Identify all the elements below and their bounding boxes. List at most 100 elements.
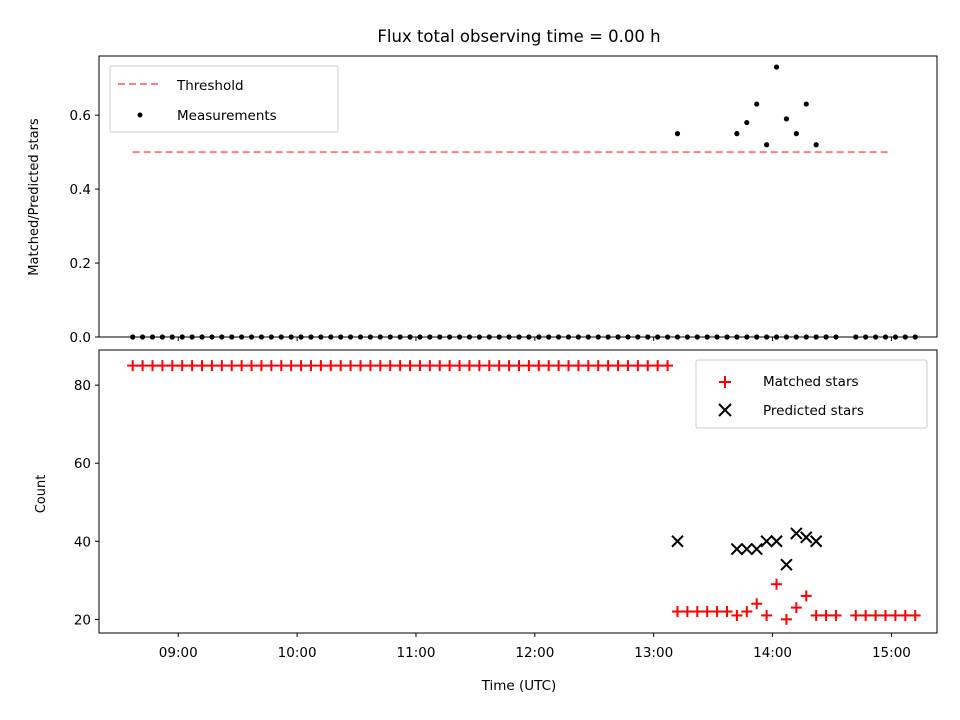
matched-star-point (751, 598, 763, 610)
bottom-legend: Matched stars Predicted stars (695, 359, 928, 429)
matched-star-point (870, 609, 882, 621)
measurement-point (734, 131, 740, 137)
matched-star-point (889, 609, 901, 621)
matched-star-point (790, 602, 802, 614)
bottom-y-axis: 20 40 60 80 (74, 378, 99, 628)
matched-star-point (731, 609, 743, 621)
predicted-star-point (730, 542, 744, 556)
bottom-xtick-label: 11:00 (397, 645, 436, 661)
measurement-point (764, 142, 770, 148)
matched-star-point (315, 360, 327, 372)
matched-star-point (602, 360, 614, 372)
bottom-xtick-label: 10:00 (278, 645, 317, 661)
predicted-star-point (790, 527, 803, 540)
matched-star-point (513, 360, 525, 372)
matched-star-point (563, 360, 575, 372)
matched-star-point (345, 360, 357, 372)
bottom-xtick-label: 12:00 (515, 645, 554, 661)
predicted-legend-swatch (718, 403, 732, 417)
matched-star-point (414, 360, 426, 372)
matched-star-point (127, 360, 139, 372)
matched-star-point (236, 360, 248, 372)
bottom-axes-frame (98, 349, 938, 634)
matched-star-point (325, 360, 337, 372)
top-y-axis: 0.0 0.2 0.4 0.6 (70, 108, 99, 346)
matched-star-point (305, 360, 317, 372)
matched-legend-swatch (719, 376, 731, 388)
matched-star-point (820, 609, 832, 621)
matched-star-point (255, 360, 267, 372)
matched-star-point (394, 360, 406, 372)
matched-star-point (186, 360, 198, 372)
matched-star-point (553, 360, 565, 372)
bottom-legend-box (695, 359, 928, 429)
measurement-point (674, 131, 681, 137)
bottom-ytick-label: 80 (74, 378, 91, 394)
matched-star-point (830, 609, 842, 621)
measurement-point (793, 131, 799, 137)
matched-star-point (761, 609, 773, 621)
matched-star-point (424, 360, 436, 372)
matched-star-point (523, 360, 535, 372)
matched-star-point (622, 360, 634, 372)
matched-star-point (176, 360, 188, 372)
predicted-star-point (809, 535, 823, 548)
matched-star-point (463, 360, 475, 372)
matched-star-point (374, 360, 386, 372)
predicted-star-point (671, 535, 684, 548)
matched-star-point (741, 606, 753, 618)
top-panel: 0.0 0.2 0.4 0.6 Matched/Predicted stars Thr… (27, 55, 938, 346)
matched-star-point (879, 609, 891, 621)
matched-star-point (909, 609, 921, 621)
predicted-star-point (780, 558, 793, 571)
bottom-ylabel: Count (34, 475, 49, 514)
matched-star-point (771, 578, 783, 590)
top-ytick-label: 0.2 (70, 256, 91, 272)
matched-star-point (572, 360, 584, 372)
matched-star-point (483, 360, 495, 372)
matched-star-point (404, 360, 416, 372)
measurement-point (744, 119, 750, 126)
matched-star-point (582, 360, 594, 372)
matched-star-point (681, 606, 693, 618)
matched-star-point (355, 360, 367, 372)
matched-star-point (899, 609, 911, 621)
measurement-point (813, 142, 819, 148)
top-ytick-label: 0.0 (70, 330, 91, 346)
bottom-xlabel: Time (UTC) (481, 678, 557, 694)
measurement-point (754, 101, 760, 107)
matched-star-point (444, 360, 456, 372)
measurements-legend-swatch (137, 112, 143, 118)
matched-star-point (810, 609, 822, 621)
matched-star-point (652, 360, 664, 372)
bottom-xtick-label: 13:00 (634, 645, 673, 661)
matched-star-point (206, 360, 218, 372)
matched-star-point (156, 360, 168, 372)
bottom-xtick-label: 14:00 (753, 645, 792, 661)
matched-star-point (246, 360, 258, 372)
predicted-star-point (800, 531, 813, 544)
matched-star-point (642, 360, 654, 372)
matched-star-point (780, 613, 792, 625)
matched-star-point (860, 609, 872, 621)
matched-star-point (711, 606, 723, 618)
matched-star-point (146, 360, 158, 372)
measurement-point (803, 101, 809, 107)
top-ylabel: Matched/Predicted stars (27, 118, 42, 276)
matched-star-point (285, 360, 297, 372)
measurement-point (773, 64, 780, 70)
bottom-panel: 20 40 60 80 09:00 10:00 11:00 12:00 13:00 14:00 1… (34, 337, 938, 694)
matched-star-point (166, 360, 178, 372)
matched-star-point (196, 360, 208, 372)
matched-star-point (662, 360, 674, 372)
matched-star-point (632, 360, 644, 372)
matched-star-point (364, 360, 376, 372)
matched-star-point (721, 606, 733, 618)
matched-star-point (671, 606, 683, 618)
bottom-ytick-label: 60 (74, 456, 91, 472)
matched-star-point (473, 360, 485, 372)
matched-star-point (800, 590, 812, 602)
matched-star-point (137, 360, 149, 372)
matched-star-point (216, 360, 228, 372)
